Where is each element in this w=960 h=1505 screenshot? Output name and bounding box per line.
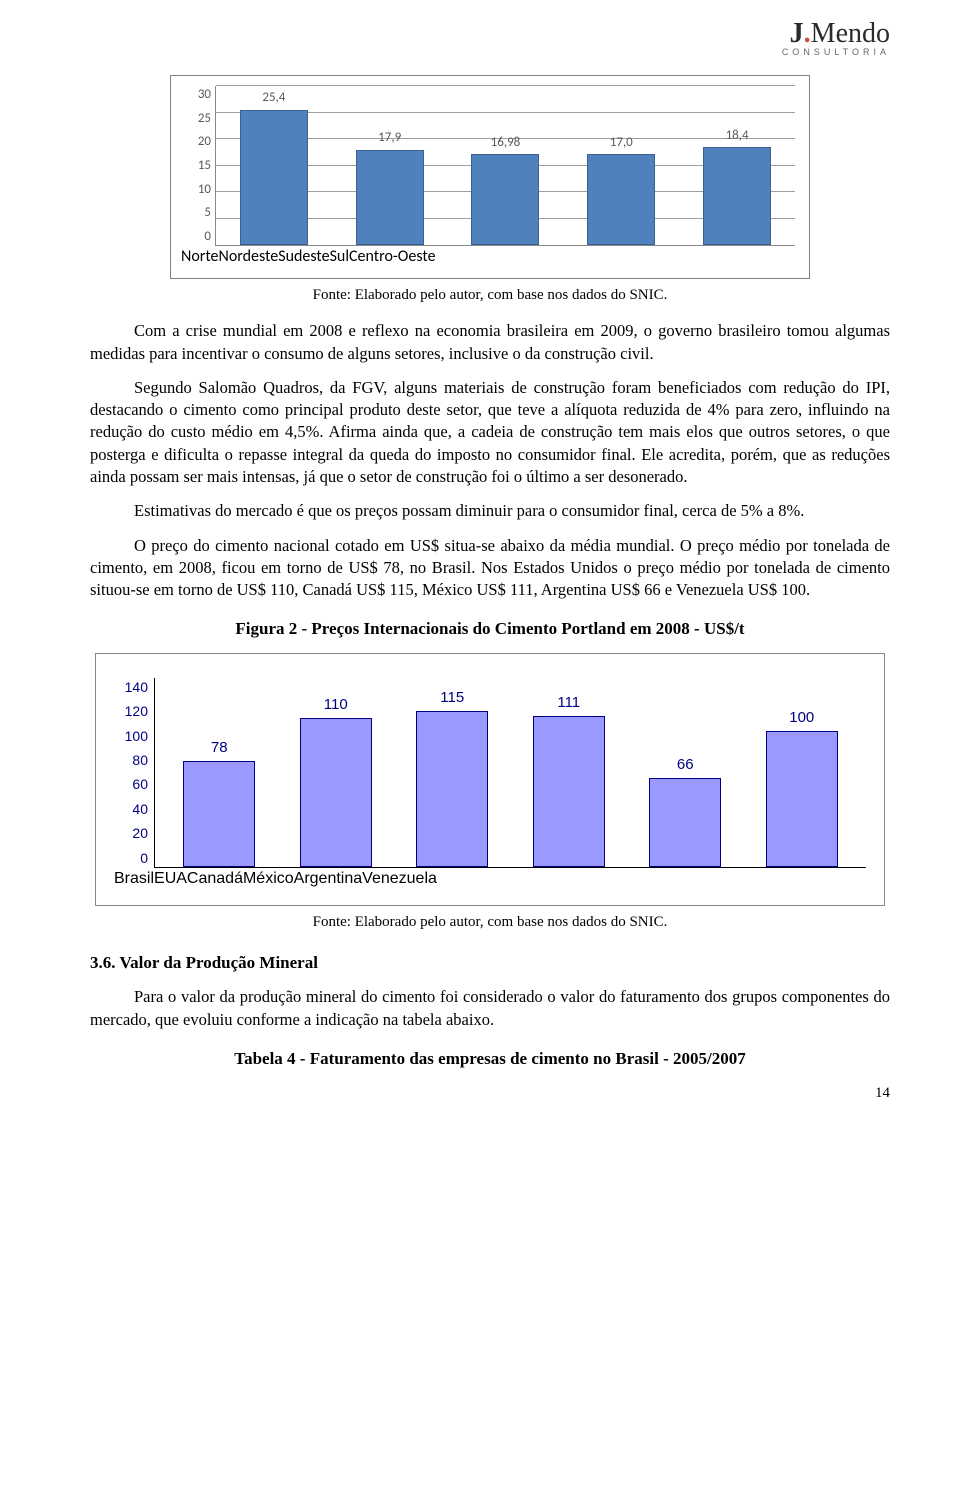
- chart2-bar-value-label: 110: [324, 694, 348, 715]
- paragraph: Segundo Salomão Quadros, da FGV, alguns …: [90, 377, 890, 488]
- chart2-bar: [649, 778, 721, 868]
- chart2-xtick: México: [243, 870, 294, 887]
- chart1-bar: [240, 110, 308, 245]
- chart1-bars: 25,4 17,9 16,98 17,0 18,4: [216, 86, 795, 245]
- chart2-bar-column: 66: [646, 754, 724, 868]
- chart2-plot: 78 110 115 111 66 100: [154, 678, 866, 868]
- chart2-bar-value-label: 111: [557, 692, 580, 713]
- ytick: 80: [132, 751, 148, 771]
- ytick: 0: [204, 228, 211, 246]
- chart2-bars: 78 110 115 111 66 100: [155, 678, 866, 867]
- chart2-bar-value-label: 78: [211, 737, 228, 758]
- ytick: 5: [204, 204, 211, 222]
- chart2-bar-column: 110: [297, 694, 375, 867]
- chart1-bar-value-label: 18,4: [726, 127, 749, 145]
- ytick: 10: [198, 181, 211, 199]
- chart1-yaxis: 30 25 20 15 10 5 0: [181, 86, 215, 246]
- ytick: 20: [132, 824, 148, 844]
- ytick: 25: [198, 110, 211, 128]
- logo-sub: CONSULTORIA: [782, 48, 890, 57]
- chart1-bar-value-label: 16,98: [491, 134, 521, 152]
- chart2-bar-value-label: 115: [440, 687, 464, 708]
- paragraph: Estimativas do mercado é que os preços p…: [90, 500, 890, 522]
- chart2-xtick: Canadá: [187, 870, 243, 887]
- chart2-source: Fonte: Elaborado pelo autor, com base no…: [90, 912, 890, 933]
- chart1-xtick: Norte: [181, 247, 219, 266]
- chart2-bar-value-label: 66: [677, 754, 694, 775]
- table4-title: Tabela 4 - Faturamento das empresas de c…: [90, 1047, 890, 1071]
- chart2-bar: [533, 716, 605, 867]
- chart1-bar-column: 17,0: [586, 134, 656, 245]
- logo-dot: .: [804, 18, 811, 49]
- chart1: 30 25 20 15 10 5 0 25,4 17,9 16,98 17,0 18,4: [181, 86, 795, 246]
- ytick: 40: [132, 800, 148, 820]
- chart1-xtick: Centro-Oeste: [349, 247, 436, 266]
- chart1-bar-column: 17,9: [355, 129, 425, 245]
- chart1-bar-value-label: 17,0: [610, 134, 633, 152]
- ytick: 20: [198, 133, 211, 151]
- ytick: 15: [198, 157, 211, 175]
- chart1-bar-column: 16,98: [470, 134, 540, 245]
- header-logo-row: J.Mendo CONSULTORIA: [90, 20, 890, 57]
- chart2-bar: [766, 731, 838, 867]
- logo: J.Mendo CONSULTORIA: [782, 20, 890, 57]
- chart2-bar: [300, 718, 372, 867]
- chart2-xtick: Venezuela: [362, 870, 437, 887]
- chart1-bar: [356, 150, 424, 245]
- chart2-xtick: Brasil: [114, 870, 154, 887]
- chart1-bar-value-label: 17,9: [378, 129, 401, 147]
- chart1-source: Fonte: Elaborado pelo autor, com base no…: [90, 285, 890, 306]
- paragraph: O preço do cimento nacional cotado em US…: [90, 535, 890, 602]
- chart2: 140 120 100 80 60 40 20 0 78 110 115 111 66 1…: [114, 678, 866, 868]
- chart1-bar: [703, 147, 771, 245]
- ytick: 0: [140, 849, 148, 869]
- chart2-bar-column: 115: [413, 687, 491, 867]
- paragraph: Com a crise mundial em 2008 e reflexo na…: [90, 320, 890, 365]
- chart2-bar-column: 111: [530, 692, 608, 867]
- chart2-bar: [416, 711, 488, 867]
- logo-rest: Mendo: [811, 18, 890, 49]
- chart2-yaxis: 140 120 100 80 60 40 20 0: [114, 678, 154, 868]
- chart2-xtick: EUA: [154, 870, 187, 887]
- chart1-container: 30 25 20 15 10 5 0 25,4 17,9 16,98 17,0 18,4…: [170, 75, 810, 279]
- paragraph: Para o valor da produção mineral do cime…: [90, 986, 890, 1031]
- chart1-bar: [587, 154, 655, 245]
- chart1-xtick: Sul: [330, 247, 349, 266]
- chart2-xtick: Argentina: [294, 870, 363, 887]
- ytick: 120: [125, 702, 148, 722]
- ytick: 30: [198, 86, 211, 104]
- page-number: 14: [90, 1083, 890, 1104]
- chart2-bar-value-label: 100: [789, 707, 814, 728]
- logo-j: J: [790, 18, 804, 49]
- section-3-6-heading: 3.6. Valor da Produção Mineral: [90, 951, 890, 975]
- chart1-bar-column: 25,4: [239, 89, 309, 245]
- chart1-xaxis: NorteNordesteSudesteSulCentro-Oeste: [181, 246, 795, 268]
- chart2-bar-column: 78: [180, 737, 258, 867]
- ytick: 60: [132, 775, 148, 795]
- chart1-bar: [471, 154, 539, 245]
- chart2-container: 140 120 100 80 60 40 20 0 78 110 115 111 66 1…: [95, 653, 885, 905]
- chart1-bar-column: 18,4: [702, 127, 772, 245]
- chart2-bar-column: 100: [763, 707, 841, 867]
- chart1-bar-value-label: 25,4: [262, 89, 285, 107]
- chart2-xaxis: BrasilEUACanadáMéxicoArgentinaVenezuela: [114, 868, 866, 890]
- figure2-title: Figura 2 - Preços Internacionais do Cime…: [90, 617, 890, 641]
- ytick: 140: [125, 678, 148, 698]
- chart1-xtick: Sudeste: [278, 247, 329, 266]
- chart1-xtick: Nordeste: [219, 247, 279, 266]
- chart2-bar: [183, 761, 255, 867]
- chart1-plot: 25,4 17,9 16,98 17,0 18,4: [215, 86, 795, 246]
- logo-brand: J.Mendo: [782, 20, 890, 48]
- ytick: 100: [125, 727, 148, 747]
